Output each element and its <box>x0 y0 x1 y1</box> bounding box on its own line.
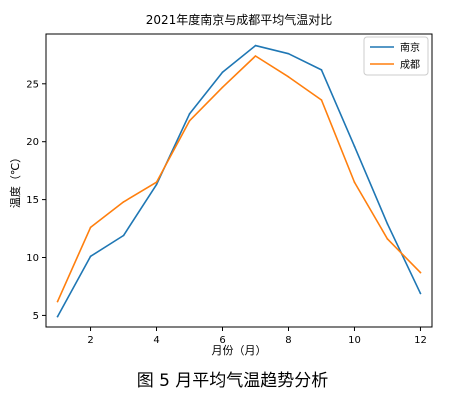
series-0-point-3 <box>122 234 125 237</box>
series-1-point-2 <box>89 226 92 229</box>
series-1-point-9 <box>320 99 323 101</box>
series-1-point-7 <box>254 55 257 57</box>
plot-area <box>45 33 433 328</box>
y-tick-label-10: 10 <box>26 253 39 264</box>
x-tick-label-10: 10 <box>348 335 361 346</box>
y-tick-label-20: 20 <box>26 137 39 148</box>
series-0-point-5 <box>188 113 191 115</box>
series-0-point-8 <box>287 52 290 55</box>
series-1-point-11 <box>386 238 389 240</box>
x-axis: 2 4 6 8 10 12 <box>87 327 427 346</box>
x-tick-label-12: 12 <box>414 335 427 346</box>
series-line-1 <box>56 55 422 303</box>
series-0-point-2 <box>89 255 92 258</box>
y-axis-label: 温度（℃） <box>8 152 22 208</box>
figure-caption: 图 5 月平均气温趋势分析 <box>136 371 329 391</box>
series-layer <box>56 44 422 318</box>
series-1-point-10 <box>353 181 356 184</box>
x-tick-label-6: 6 <box>219 335 225 346</box>
series-0-point-7 <box>254 44 257 47</box>
series-0-point-6 <box>221 71 224 74</box>
series-1-point-12 <box>419 271 422 274</box>
chart-title: 2021年度南京与成都平均气温对比 <box>146 12 333 27</box>
legend-label-0: 南京 <box>400 41 420 54</box>
series-0-point-11 <box>386 223 389 225</box>
series-1-point-1 <box>56 300 59 303</box>
x-tick-label-8: 8 <box>285 335 291 346</box>
series-0-point-4 <box>155 183 158 186</box>
y-tick-label-25: 25 <box>26 79 39 90</box>
series-line-0 <box>56 44 422 318</box>
x-tick-label-2: 2 <box>87 335 93 346</box>
y-axis: 5 10 15 20 25 <box>26 79 46 322</box>
x-tick-label-4: 4 <box>153 335 159 346</box>
legend-label-1: 成都 <box>400 59 420 71</box>
series-0-point-12 <box>419 292 422 295</box>
series-0-point-10 <box>353 145 356 148</box>
series-0-point-9 <box>320 69 323 71</box>
series-1-point-8 <box>287 76 290 78</box>
series-0-point-1 <box>56 315 59 318</box>
y-tick-label-15: 15 <box>26 195 39 206</box>
series-1-point-5 <box>188 120 191 122</box>
series-1-point-3 <box>122 201 125 203</box>
series-1-point-4 <box>155 181 158 184</box>
y-tick-label-5: 5 <box>33 311 39 322</box>
series-1-point-6 <box>221 86 224 89</box>
x-axis-label: 月份（月） <box>212 344 267 357</box>
